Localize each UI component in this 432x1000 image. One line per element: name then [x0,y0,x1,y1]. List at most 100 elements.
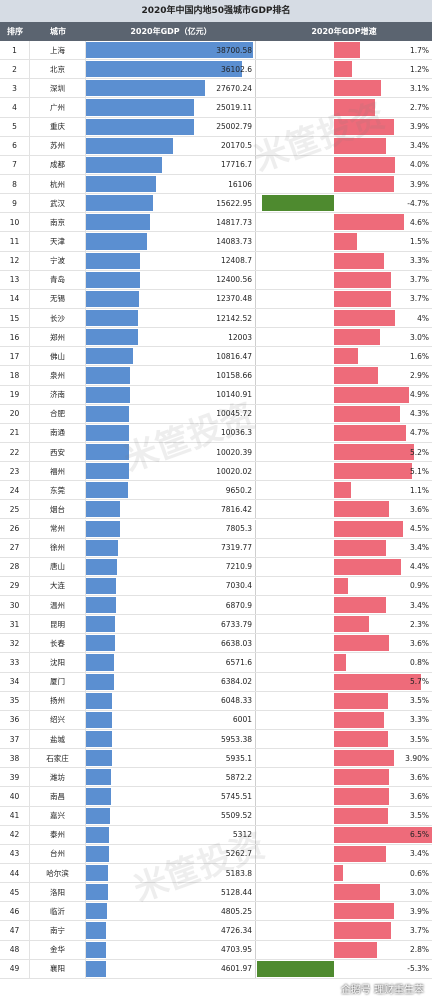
gdp-value: 4703.95 [220,945,252,955]
city-cell: 烟台 [30,500,86,519]
table-row: 38 石家庄 5935.1 3.90% [0,749,432,769]
rank-cell: 9 [0,194,30,213]
table-row: 10 南京 14817.73 4.6% [0,213,432,233]
gdp-value: 36102.6 [220,64,252,74]
growth-bar [334,252,385,269]
gdp-value: 12400.56 [216,275,252,285]
rank-cell: 25 [0,500,30,519]
rank-cell: 27 [0,538,30,557]
gdp-value: 10140.91 [216,390,252,400]
gdp-cell: 12400.56 [86,270,256,289]
gdp-bar [86,941,107,958]
gdp-value: 5935.1 [225,753,252,763]
gdp-bar [86,884,109,901]
gdp-value: 16106 [228,179,252,189]
growth-cell: 1.1% [256,481,432,499]
gdp-bar [86,195,154,212]
growth-value: 2.8% [409,945,429,955]
gdp-bar [86,558,118,575]
table-row: 2 北京 36102.6 1.2% [0,60,432,80]
city-cell: 南昌 [30,787,86,806]
growth-cell: 3.90% [256,749,432,767]
growth-value: -4.7% [407,198,429,208]
gdp-value: 10158.66 [216,370,252,380]
growth-bar [334,616,370,633]
gdp-bar [86,118,194,135]
gdp-bar [86,386,130,403]
gdp-bar [86,329,138,346]
growth-cell: 2.8% [256,941,432,959]
gdp-bar [86,309,139,327]
growth-value: 4% [417,313,429,323]
table-row: 49 襄阳 4601.97 -5.3% [0,959,432,979]
table-row: 30 温州 6870.9 3.4% [0,596,432,616]
gdp-value: 5872.2 [225,772,252,782]
gdp-value: 5509.52 [220,811,252,821]
table-row: 36 绍兴 6001 3.3% [0,710,432,731]
growth-cell: 4.4% [256,558,432,576]
growth-bar [334,367,379,384]
growth-bar [334,118,394,135]
table-row: 14 无锡 12370.48 3.7% [0,289,432,309]
gdp-value: 14817.73 [216,217,252,227]
gdp-bar [86,424,130,441]
gdp-cell: 10158.66 [86,366,256,385]
growth-bar [334,826,432,843]
growth-value: 3.90% [405,753,429,763]
rank-cell: 26 [0,519,30,538]
table-row: 9 武汉 15622.95 -4.7% [0,194,432,214]
growth-bar [334,673,422,690]
growth-bar [334,807,388,824]
rank-cell: 37 [0,730,30,749]
growth-cell: 1.2% [256,60,432,78]
gdp-bar [86,501,120,518]
gdp-value: 4601.97 [220,964,252,974]
gdp-cell: 6001 [86,710,256,730]
gdp-cell: 5935.1 [86,749,256,768]
growth-value: 3.4% [409,141,429,151]
gdp-cell: 12003 [86,328,256,347]
growth-cell: 0.8% [256,653,432,671]
growth-cell: 3.7% [256,290,432,308]
rank-cell: 22 [0,442,30,462]
gdp-bar [86,788,111,805]
gdp-bar [86,577,117,595]
growth-cell: 4.0% [256,156,432,174]
gdp-cell: 6048.33 [86,691,256,710]
growth-cell: 3.3% [256,711,432,729]
growth-bar [334,329,380,346]
table-row: 43 台州 5262.7 3.4% [0,844,432,864]
growth-value: 3.9% [409,122,429,132]
growth-cell: 3.0% [256,883,432,901]
growth-bar [334,539,387,556]
growth-cell: 5.1% [256,462,432,480]
gdp-bar [86,233,147,250]
gdp-value: 6384.02 [220,677,252,687]
header-gdp: 2020年GDP（亿元） [130,27,212,36]
gdp-cell: 36102.6 [86,60,256,79]
growth-bar [334,290,391,307]
table-row: 1 上海 38700.58 1.7% [0,41,432,61]
table-row: 6 苏州 20170.5 3.4% [0,136,432,156]
gdp-value: 27670.24 [216,83,252,93]
gdp-cell: 12408.7 [86,251,256,270]
gdp-bar [86,290,140,307]
table-row: 19 济南 10140.91 4.9% [0,385,432,405]
city-cell: 厦门 [30,672,86,691]
table-row: 33 沈阳 6571.6 0.8% [0,653,432,673]
growth-bar [334,175,394,193]
city-cell: 佛山 [30,347,86,366]
city-cell: 盐城 [30,730,86,749]
rank-cell: 5 [0,117,30,136]
rank-cell: 6 [0,136,30,155]
gdp-cell: 12370.48 [86,289,256,308]
growth-cell: 3.6% [256,500,432,518]
growth-bar [334,711,385,729]
growth-bar [334,903,394,920]
table-row: 16 郑州 12003 3.0% [0,328,432,348]
city-cell: 临沂 [30,902,86,921]
growth-value: 5.2% [409,447,429,457]
growth-bar [334,922,391,939]
growth-value: 3.7% [409,926,429,935]
rank-cell: 23 [0,462,30,481]
